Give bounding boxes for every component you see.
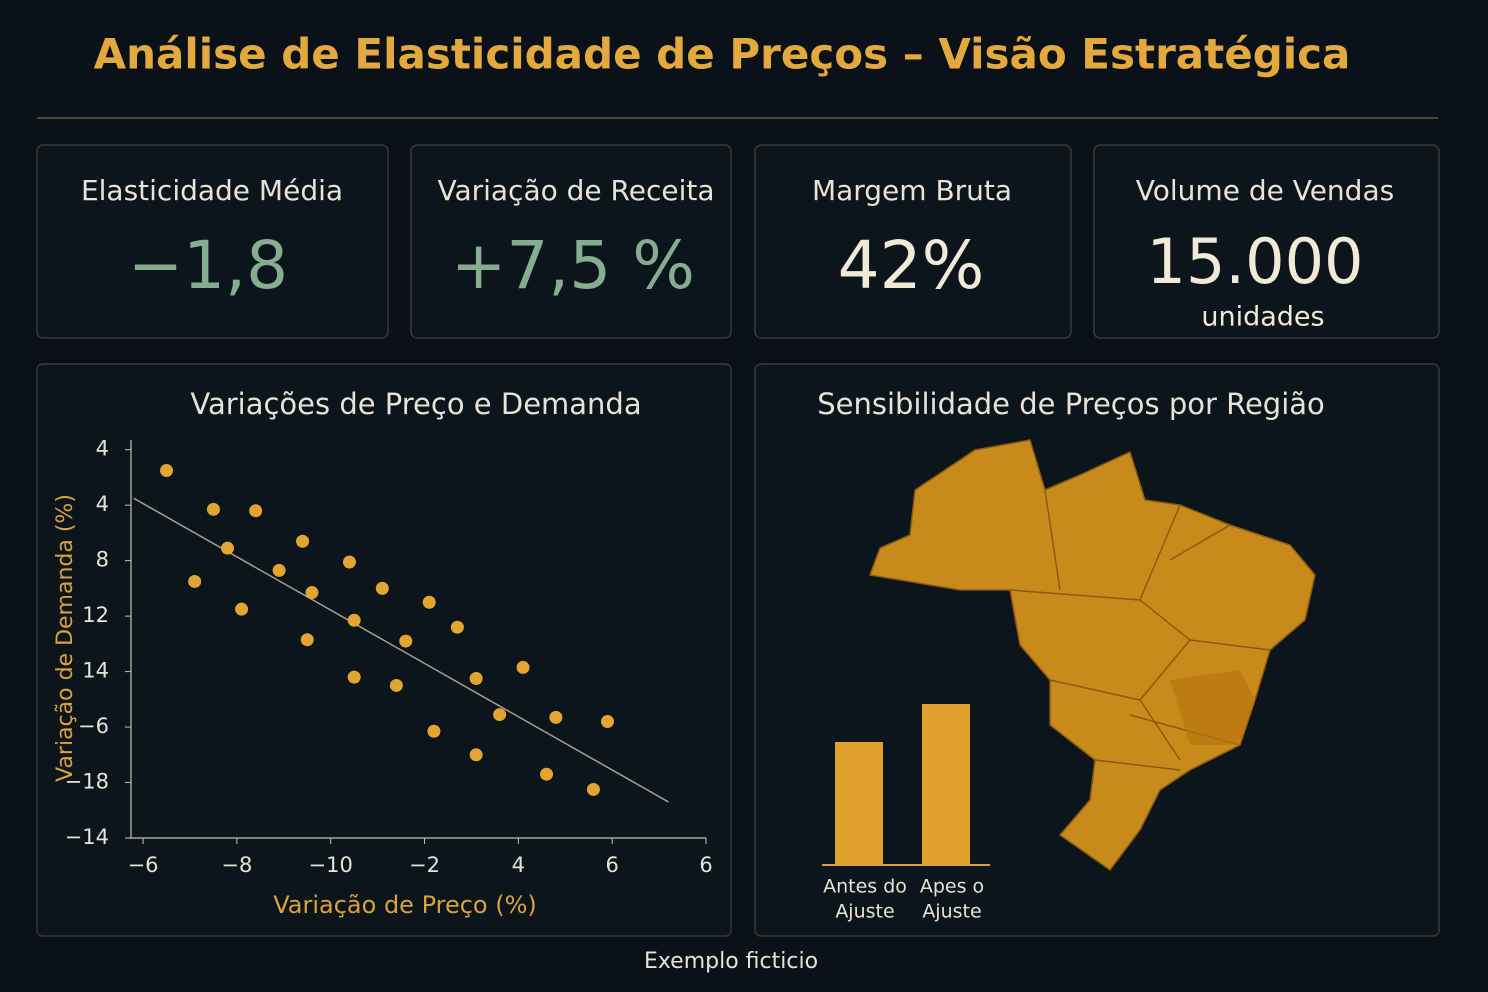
x-tick-label: 6 [605,853,618,877]
scatter-point [347,670,361,684]
y-tick-label: 4 [96,492,109,516]
bar-label: Antes do [823,876,907,898]
map-title: Sensibilidade de Preços por Região [817,387,1325,421]
y-tick-label: 8 [96,548,109,572]
map-borders [1009,489,1271,771]
scatter-point [160,464,174,478]
scatter-panel [36,363,732,937]
x-tick-label: −8 [221,853,252,877]
scatter-point [375,581,389,595]
y-tick-label: 12 [82,603,109,627]
bar-label: Apes o [920,876,984,898]
y-tick-label: 14 [82,659,109,683]
scatter-point [389,678,403,692]
y-tick-label: −18 [65,770,109,794]
y-tick-label: −14 [65,825,109,849]
y-tick-label: 4 [96,437,109,461]
kpi-card [410,144,732,339]
bar [922,704,970,865]
scatter-point [469,748,483,762]
kpi-card [36,144,389,339]
kpi-label: Variação de Receita [437,174,714,207]
page-title: Análise de Elasticidade de Preços – Visã… [94,30,1351,79]
scatter-point [469,672,483,686]
scatter-point [235,602,249,616]
kpi-unit: unidades [1201,302,1324,333]
kpi-value: 15.000 [1147,225,1364,298]
kpi-label: Volume de Vendas [1136,174,1394,207]
scatter-point [206,502,220,516]
kpi-value: 42% [838,227,985,304]
x-tick-label: −2 [409,853,440,877]
scatter-point [296,534,310,548]
scatter-title: Variações de Preço e Demanda [190,387,641,421]
bar [835,742,883,865]
map-shape [868,439,1316,872]
scatter-point [540,767,554,781]
bar-label: Ajuste [922,901,981,923]
scatter-point [342,555,356,569]
kpi-card [1093,144,1440,339]
scatter-point [427,724,441,738]
scatter-point [422,595,436,609]
scatter-point [600,715,614,729]
scatter-point [272,563,286,577]
scatter-point [549,710,563,724]
map-region [1170,670,1255,745]
bar-label: Ajuste [835,901,894,923]
scatter-point [305,586,319,600]
scatter-point [188,574,202,588]
scatter-point [221,541,235,555]
x-tick-label: 4 [512,853,525,877]
kpi-label: Margem Bruta [812,174,1012,207]
y-tick-label: −6 [78,714,109,738]
scatter-point [586,782,600,796]
scatter-point [516,660,530,674]
kpi-value: +7,5 % [451,227,695,304]
x-axis-label: Variação de Preço (%) [273,891,537,919]
scatter-point [347,613,361,627]
x-tick-label: 6 [699,853,712,877]
x-tick-label: −6 [128,853,159,877]
scatter-point [450,620,464,634]
brazil-map [868,439,1316,872]
y-axis-label: Variação de Demanda (%) [53,494,78,782]
scatter-point [399,634,413,648]
kpi-value: −1,8 [128,227,288,304]
x-tick-label: −10 [309,853,353,877]
kpi-card [754,144,1072,339]
footer: Exemplo ficticio [644,949,818,974]
scatter-point [300,633,314,647]
kpi-label: Elasticidade Média [81,174,343,207]
scatter-point [249,504,263,518]
scatter-point [493,708,507,722]
